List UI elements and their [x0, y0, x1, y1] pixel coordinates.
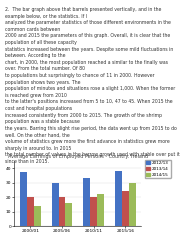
Text: 2.  The bar graph above that barrels presented vertically, and in the example be: 2. The bar graph above that barrels pres… [5, 7, 180, 164]
Bar [129, 182, 136, 226]
Bar [122, 191, 129, 226]
Bar [58, 197, 66, 226]
Bar [90, 197, 97, 226]
Bar [83, 178, 90, 226]
Bar [115, 171, 122, 226]
Bar [97, 194, 104, 226]
Bar [20, 172, 27, 226]
Legend: 2012/13, 2013/14, 2014/15: 2012/13, 2013/14, 2014/15 [145, 160, 171, 178]
Title: Average Earnings of Employed Persons - Country: Ireland: Average Earnings of Employed Persons - C… [8, 154, 148, 159]
Bar [27, 197, 34, 226]
Bar [52, 182, 58, 226]
Bar [66, 203, 72, 226]
Bar [34, 206, 41, 226]
